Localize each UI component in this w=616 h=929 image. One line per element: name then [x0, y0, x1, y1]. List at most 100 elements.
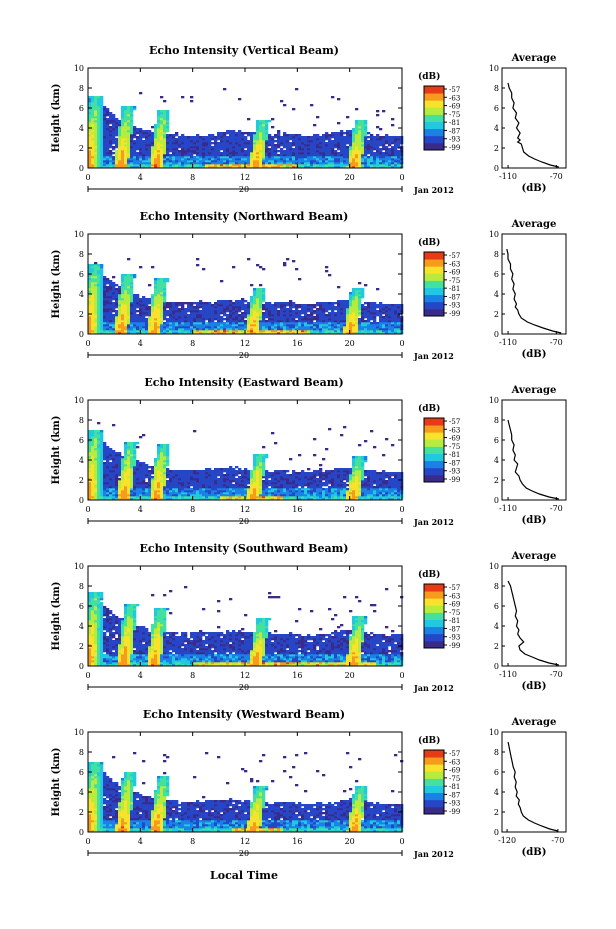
heatmap-cell [394, 314, 398, 317]
heatmap-cell [319, 144, 323, 147]
heatmap-cell [103, 316, 107, 319]
heatmap-cell [205, 152, 209, 155]
heatmap-cell [121, 464, 125, 467]
heatmap-cell [214, 162, 218, 165]
heatmap-cell [106, 156, 110, 159]
heatmap-cell [322, 138, 326, 141]
heatmap-cell [97, 264, 101, 267]
heatmap-cell [367, 160, 371, 163]
heatmap-cell [133, 448, 137, 451]
heatmap-cell [94, 436, 98, 439]
heatmap-cell [364, 140, 368, 143]
heatmap-cell [394, 148, 398, 151]
heatmap-cell [229, 142, 233, 145]
heatmap-cell [379, 158, 383, 161]
heatmap-cell [226, 322, 230, 325]
heatmap-cell [142, 144, 146, 147]
heatmap-cell [298, 134, 302, 137]
heatmap-cell [388, 154, 392, 157]
heatmap-cell [154, 164, 158, 167]
heatmap-cell [388, 314, 392, 317]
heatmap-cell [163, 460, 167, 463]
heatmap-cell [331, 304, 335, 307]
heatmap-cell [301, 164, 305, 167]
heatmap-cell [133, 316, 137, 319]
heatmap-cell [394, 306, 398, 309]
heatmap-cell [388, 150, 392, 153]
heatmap-cell [97, 272, 101, 275]
heatmap-cell [136, 464, 140, 467]
heatmap-cell [220, 330, 224, 333]
heatmap-cell [295, 148, 299, 151]
heatmap-cell [100, 160, 104, 163]
heatmap-cell [220, 328, 224, 331]
heatmap-cell [286, 258, 290, 261]
heatmap-cell [322, 324, 326, 327]
heatmap-cell [151, 494, 155, 497]
heatmap-cell [88, 310, 92, 313]
heatmap-cell [94, 430, 98, 433]
heatmap-cell [376, 160, 380, 163]
heatmap-cell [292, 320, 296, 323]
heatmap-cell [220, 302, 224, 305]
heatmap-cell [382, 166, 386, 169]
heatmap-cell [136, 472, 140, 475]
heatmap-cell [133, 126, 137, 129]
colorbar-tick-label: -93 [449, 136, 460, 144]
heatmap-cell [268, 142, 272, 145]
heatmap-cell [298, 140, 302, 143]
heatmap-cell [280, 308, 284, 311]
heatmap-cell [100, 158, 104, 161]
heatmap-cell [142, 146, 146, 149]
heatmap-cell [157, 114, 161, 117]
heatmap-cell [349, 164, 353, 167]
heatmap-cell [106, 300, 110, 303]
heatmap-cell [124, 492, 128, 495]
heatmap-cell [103, 442, 107, 445]
heatmap-cell [316, 304, 320, 307]
heatmap-cell [148, 324, 152, 327]
heatmap-cell [337, 310, 341, 313]
heatmap-cell [322, 136, 326, 139]
heatmap-cell [211, 152, 215, 155]
heatmap-cell [202, 304, 206, 307]
heatmap-cell [211, 318, 215, 321]
heatmap-cell [286, 302, 290, 305]
heatmap-cell [157, 492, 161, 495]
heatmap-cell [295, 166, 299, 169]
heatmap-cell [100, 442, 104, 445]
heatmap-cell [217, 132, 221, 135]
heatmap-cell [151, 318, 155, 321]
heatmap-cell [259, 160, 263, 163]
heatmap-cell [337, 98, 341, 101]
heatmap-cell [139, 134, 143, 137]
heatmap-cell [160, 332, 164, 335]
heatmap-cell [112, 286, 116, 289]
heatmap-cell [205, 302, 209, 305]
heatmap-cell [307, 322, 311, 325]
heatmap-cell [133, 476, 137, 479]
heatmap-cell [163, 288, 167, 291]
heatmap-cell [136, 158, 140, 161]
heatmap-cell [373, 142, 377, 145]
heatmap-cell [130, 452, 134, 455]
heatmap-cell [124, 284, 128, 287]
heatmap-cell [103, 452, 107, 455]
heatmap-cell [88, 470, 92, 473]
heatmap-cell [94, 460, 98, 463]
heatmap-cell [382, 164, 386, 167]
heatmap-cell [109, 322, 113, 325]
heatmap-cell [349, 142, 353, 145]
heatmap-cell [91, 138, 95, 141]
heatmap-cell [277, 132, 281, 135]
heatmap-cell [346, 306, 350, 309]
average-profile-line [506, 248, 562, 334]
heatmap-cell [355, 326, 359, 329]
heatmap-cell [259, 312, 263, 315]
heatmap-cell [106, 160, 110, 163]
heatmap-cell [157, 132, 161, 135]
heatmap-cell [145, 312, 149, 315]
heatmap-cell [223, 156, 227, 159]
heatmap-cell [355, 124, 359, 127]
heatmap-cell [253, 132, 257, 135]
